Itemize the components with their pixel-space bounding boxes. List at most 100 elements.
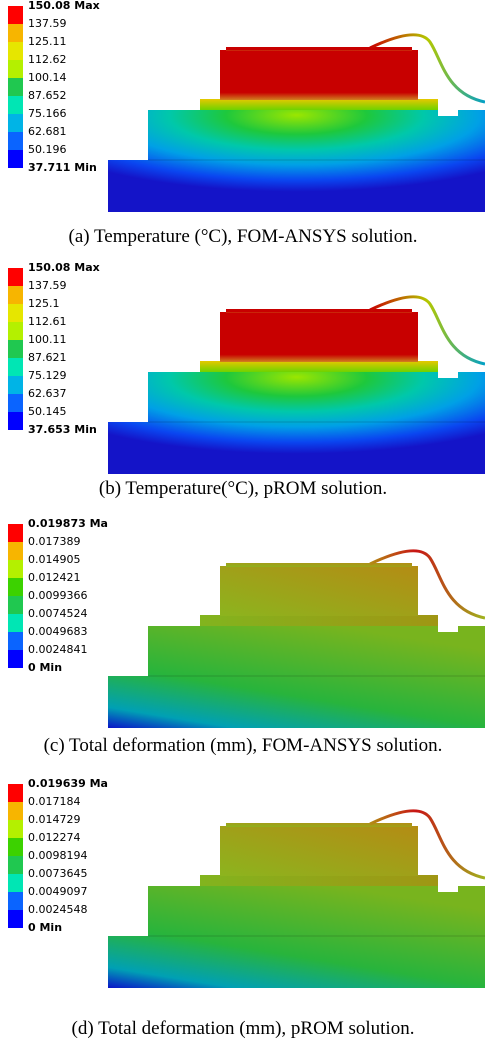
legend: 0.019873 Max 0.017389 0.014905 0.012421 0.00… [8, 518, 108, 674]
panel: 150.08 Max 137.59 125.11 112.62 100.14 87.652… [0, 0, 485, 247]
legend-label: 0.019639 Max [28, 778, 108, 790]
legend-label: 125.1 [28, 297, 60, 310]
chip [220, 566, 418, 616]
legend: 0.019639 Max 0.017184 0.014729 0.012274 0.00… [8, 778, 108, 934]
legend-swatch [8, 524, 23, 542]
legend-label: 0 Min [28, 921, 62, 934]
legend-label: 0 Min [28, 661, 62, 674]
legend-label: 0.014905 [28, 553, 81, 566]
legend-label: 0.019873 Max [28, 518, 108, 530]
substrate [108, 372, 485, 474]
legend-label: 62.681 [28, 125, 67, 138]
panel: 150.08 Max 137.59 125.1 112.61 100.11 87.621 7… [0, 262, 485, 502]
chip-cap [226, 47, 412, 51]
simulation-image [108, 809, 485, 988]
legend-swatch [8, 150, 23, 168]
chip-cap [226, 563, 412, 567]
chip-cap [226, 823, 412, 827]
legend-swatch [8, 412, 23, 430]
simulation-image [108, 549, 485, 728]
legend-swatch [8, 340, 23, 358]
legend-label: 0.0074524 [28, 607, 88, 620]
legend-label: 0.0073645 [28, 867, 88, 880]
legend-label: 150.08 Max [28, 0, 100, 12]
legend-label: 75.166 [28, 107, 67, 120]
legend-label: 0.017184 [28, 795, 81, 808]
simulation-image [108, 295, 485, 474]
substrate [108, 886, 485, 988]
simulation-image [108, 33, 485, 212]
caption: (b) Temperature(°C), pROM solution. [98, 478, 388, 499]
legend-label: 37.653 Min [28, 423, 97, 436]
legend-label: 50.196 [28, 143, 67, 156]
legend-label: 0.017389 [28, 535, 81, 548]
bond-wire [369, 33, 485, 104]
substrate [108, 110, 485, 212]
legend-swatch [8, 78, 23, 96]
legend-label: 0.0024548 [28, 903, 88, 916]
legend-swatch [8, 542, 23, 560]
legend-swatch [8, 578, 23, 596]
legend-label: 0.0024841 [28, 643, 88, 656]
panel: 0.019639 Max 0.017184 0.014729 0.012274 0.00… [0, 778, 485, 1039]
legend-swatch [8, 42, 23, 60]
legend-swatch [8, 596, 23, 614]
legend-label: 137.59 [28, 279, 67, 292]
legend-swatch [8, 132, 23, 150]
legend-swatch [8, 394, 23, 412]
bond-wire [369, 549, 485, 620]
legend-swatch [8, 802, 23, 820]
legend-swatch [8, 114, 23, 132]
legend-label: 125.11 [28, 35, 67, 48]
legend-swatch [8, 650, 23, 668]
legend-label: 0.014729 [28, 813, 81, 826]
solder-layer [200, 615, 438, 626]
solder-layer [200, 361, 438, 372]
legend-label: 87.621 [28, 351, 67, 364]
legend-label: 0.0098194 [28, 849, 88, 862]
legend-swatch [8, 614, 23, 632]
bond-wire [369, 295, 485, 366]
legend-label: 0.0049097 [28, 885, 88, 898]
legend-label: 100.11 [28, 333, 67, 346]
chip [220, 826, 418, 876]
legend-swatch [8, 24, 23, 42]
legend-label: 62.637 [28, 387, 67, 400]
caption: (c) Total deformation (mm), FOM-ANSYS so… [43, 735, 443, 756]
legend-label: 0.012274 [28, 831, 81, 844]
legend-swatch [8, 910, 23, 928]
legend-swatch [8, 96, 23, 114]
solder-layer [200, 875, 438, 886]
legend-label: 0.0049683 [28, 625, 88, 638]
legend-label: 112.61 [28, 315, 67, 328]
legend-swatch [8, 6, 23, 24]
legend-label: 87.652 [28, 89, 67, 102]
legend-swatch [8, 376, 23, 394]
legend-swatch [8, 560, 23, 578]
legend: 150.08 Max 137.59 125.1 112.61 100.11 87.621 7… [8, 262, 100, 436]
legend-swatch [8, 632, 23, 650]
legend-label: 50.145 [28, 405, 67, 418]
legend-label: 75.129 [28, 369, 67, 382]
chip-cap [226, 309, 412, 313]
legend-label: 0.012421 [28, 571, 81, 584]
substrate [108, 626, 485, 728]
legend-label: 0.0099366 [28, 589, 88, 602]
legend-swatch [8, 820, 23, 838]
legend-swatch [8, 874, 23, 892]
legend-swatch [8, 322, 23, 340]
legend-swatch [8, 286, 23, 304]
legend-swatch [8, 60, 23, 78]
legend-swatch [8, 856, 23, 874]
legend-swatch [8, 892, 23, 910]
solder-layer [200, 99, 438, 110]
legend-label: 150.08 Max [28, 262, 100, 274]
legend-swatch [8, 304, 23, 322]
legend-swatch [8, 358, 23, 376]
legend-swatch [8, 268, 23, 286]
legend-label: 112.62 [28, 53, 67, 66]
legend: 150.08 Max 137.59 125.11 112.62 100.14 87.652… [8, 0, 100, 174]
legend-swatch [8, 838, 23, 856]
caption: (d) Total deformation (mm), pROM solutio… [71, 1018, 415, 1039]
